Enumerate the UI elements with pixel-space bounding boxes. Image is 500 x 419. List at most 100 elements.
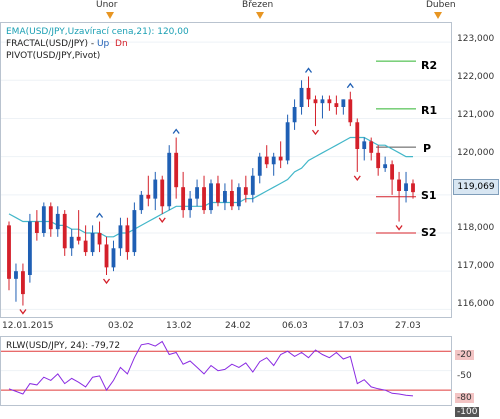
candle-body [104, 244, 109, 268]
candle-body [167, 152, 172, 207]
candle-body [264, 156, 269, 165]
candle-body [223, 191, 227, 203]
month-marker-icon [106, 12, 114, 19]
fractal-up-icon [304, 67, 313, 73]
candle-body [125, 225, 130, 253]
chart-legend: EMA(USD/JPY,Uzavírací cena,21): 120,00 F… [6, 26, 189, 62]
candle-body [7, 225, 11, 279]
candle-body [174, 152, 179, 188]
pivot-label-p: P [423, 142, 432, 155]
month-marker-icon [256, 12, 264, 19]
date-tick: 17.03 [338, 321, 364, 331]
price-tick: 120,000 [457, 148, 495, 158]
candle-body [139, 194, 144, 211]
candle-body [236, 187, 241, 207]
rlw-line [8, 340, 414, 397]
rlw-chart-svg [1, 340, 451, 397]
candle-body [397, 179, 401, 191]
candle-body [69, 236, 74, 249]
rlw-tick-minus50: -50 [457, 371, 472, 381]
candle-body [146, 194, 151, 199]
pivot-label-s1: S1 [421, 189, 437, 202]
candle-body [14, 271, 18, 279]
candle-body [132, 210, 137, 253]
rlw-legend: RLW(USD/JPY, 24): -79,72 [6, 341, 121, 351]
date-tick: 06.03 [282, 321, 308, 331]
candle-body [153, 179, 158, 199]
price-tick: 122,000 [457, 72, 495, 82]
candle-body [181, 187, 186, 211]
fractal-up-icon [346, 82, 354, 89]
candle-body [411, 183, 415, 193]
month-label-brezen: Březen [242, 0, 274, 10]
candle-body [327, 99, 332, 104]
price-axis: 123,000 122,000 121,000 120,000 118,000 … [452, 22, 500, 318]
candle-body [355, 122, 360, 149]
candle-body [278, 156, 283, 161]
legend-fractal: FRACTAL(USD/JPY) - Up Dn [6, 38, 189, 50]
date-tick: 24.02 [225, 321, 251, 331]
rlw-indicator-panel[interactable]: RLW(USD/JPY, 24): -79,72 [0, 336, 452, 406]
candle-body [383, 164, 388, 169]
candle-body [229, 191, 234, 207]
candle-body [83, 240, 88, 253]
candle-body [76, 236, 81, 241]
candle-body [369, 141, 374, 153]
candle-body [209, 183, 213, 211]
candle-body [55, 213, 60, 230]
month-label-unor: Únor [96, 0, 118, 10]
candle-body [97, 233, 102, 245]
pivot-label-r1: R1 [421, 104, 438, 117]
legend-fractal-dn: Dn [115, 39, 128, 49]
candle-body [271, 156, 276, 165]
rlw-tick-minus20: -20 [455, 350, 474, 360]
fractal-down-icon [19, 309, 27, 315]
candle-body [306, 87, 311, 100]
pivot-label-s2: S2 [421, 226, 437, 239]
candle-body [257, 156, 262, 176]
candle-body [299, 87, 304, 107]
price-chart-svg [1, 41, 451, 315]
candle-body [188, 198, 193, 211]
candle-body [202, 187, 206, 211]
current-price-tag: 119,069 [453, 179, 499, 195]
candle-body [285, 122, 290, 161]
date-tick: 27.03 [395, 321, 421, 331]
price-tick: 116,000 [457, 299, 495, 309]
date-tick: 13.02 [166, 321, 192, 331]
fractal-down-icon [102, 278, 111, 285]
month-axis: Únor Březen Duben [0, 0, 500, 22]
candle-body [90, 233, 95, 253]
candle-body [216, 183, 220, 203]
price-tick: 121,000 [457, 110, 495, 120]
candle-body [404, 183, 408, 191]
month-label-duben: Duben [426, 0, 456, 10]
date-tick: 03.02 [108, 321, 134, 331]
candle-body [292, 107, 297, 123]
candle-body [111, 248, 116, 268]
candle-body [362, 141, 367, 149]
fractal-up-icon [96, 212, 104, 218]
candle-body [341, 99, 346, 107]
date-axis: 12.01.2015 03.02 13.02 24.02 06.03 17.03… [0, 318, 452, 334]
legend-pivot: PIVOT(USD/JPY,Pivot) [6, 51, 101, 61]
candle-body [243, 187, 248, 195]
rlw-axis: -20 -50 -80 -100 [452, 336, 500, 419]
candle-body [320, 99, 325, 104]
candle-body [34, 221, 39, 233]
price-tick: 123,000 [457, 34, 495, 44]
candle-body [41, 206, 46, 233]
pivot-label-r2: R2 [421, 59, 438, 72]
candle-body [334, 103, 339, 107]
fractal-down-icon [395, 225, 403, 231]
candle-body [27, 221, 32, 275]
candle-body [195, 187, 199, 199]
price-chart-panel[interactable]: EMA(USD/JPY,Uzavírací cena,21): 120,00 F… [0, 22, 452, 318]
legend-ema: EMA(USD/JPY,Uzavírací cena,21): 120,00 [6, 27, 189, 37]
candle-body [348, 99, 353, 123]
fractal-down-icon [353, 175, 361, 181]
candle-body [160, 179, 165, 207]
candle-body [21, 271, 25, 295]
fractal-up-icon [172, 128, 180, 134]
candle-body [62, 213, 67, 249]
